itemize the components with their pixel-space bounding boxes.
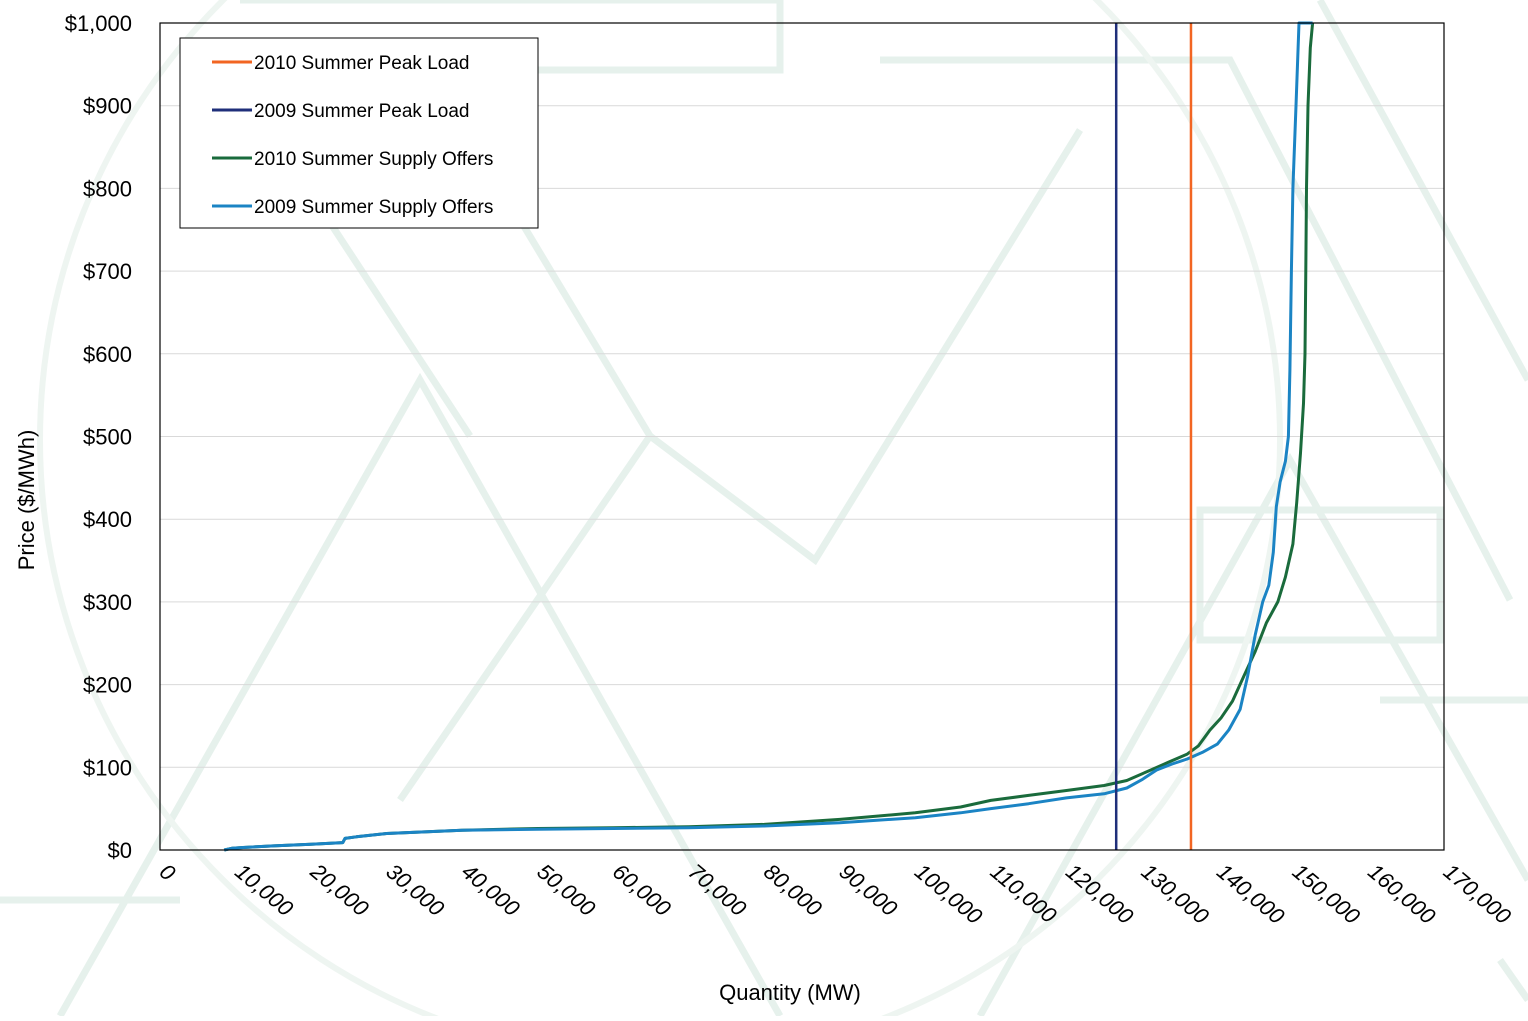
x-tick-label: 20,000 bbox=[305, 858, 374, 922]
x-tick-label: 160,000 bbox=[1363, 859, 1441, 930]
y-axis-title: Price ($/MWh) bbox=[14, 430, 39, 571]
y-tick-label: $1,000 bbox=[65, 11, 132, 36]
x-tick-label: 120,000 bbox=[1061, 859, 1139, 930]
x-tick-label: 80,000 bbox=[759, 859, 827, 922]
x-tick-label: 140,000 bbox=[1212, 859, 1290, 930]
plot-border bbox=[159, 22, 1445, 851]
y-tick-label: $300 bbox=[83, 590, 132, 615]
watermark-shape bbox=[1316, 0, 1528, 382]
x-tick-label: 130,000 bbox=[1137, 859, 1215, 930]
plot-frame bbox=[159, 22, 1445, 851]
watermark-shape bbox=[1497, 957, 1528, 1003]
x-tick-label: 0 bbox=[155, 859, 181, 887]
y-tick-label: $0 bbox=[108, 838, 132, 863]
y-tick-label: $900 bbox=[83, 94, 132, 119]
y-axis-ticks: $0 $100 $200 $300 $400 $500 $600 $700 $800 $900 $1… bbox=[65, 11, 132, 863]
y-tick-label: $800 bbox=[83, 176, 132, 201]
x-tick-label: 10,000 bbox=[230, 859, 298, 922]
y-tick-label: $600 bbox=[83, 342, 132, 367]
x-tick-label: 60,000 bbox=[608, 859, 676, 922]
legend-box bbox=[179, 37, 539, 229]
x-axis-title: Quantity (MW) bbox=[719, 980, 861, 1005]
x-tick-label: 40,000 bbox=[457, 859, 525, 922]
x-tick-label: 150,000 bbox=[1288, 859, 1366, 930]
legend-label: 2009 Summer Supply Offers bbox=[254, 197, 493, 218]
x-tick-label: 30,000 bbox=[381, 859, 449, 922]
watermark-shape bbox=[397, 128, 1083, 802]
legend-label: 2010 Summer Supply Offers bbox=[254, 149, 493, 170]
x-tick-label: 100,000 bbox=[910, 859, 988, 930]
watermark-shape bbox=[240, 0, 784, 74]
x-tick-label: 50,000 bbox=[532, 859, 600, 922]
legend: 2010 Summer Peak Load 2009 Summer Peak Lo… bbox=[179, 37, 539, 229]
legend-label: 2009 Summer Peak Load bbox=[254, 101, 469, 122]
watermark-shape bbox=[56, 372, 784, 1018]
watermark-shape bbox=[976, 452, 1528, 1018]
watermark-shape bbox=[1196, 506, 1444, 644]
watermark-shape bbox=[880, 56, 1514, 602]
watermark-shape bbox=[37, 0, 1283, 1021]
x-tick-label: 170,000 bbox=[1439, 859, 1517, 930]
y-tick-label: $100 bbox=[83, 755, 132, 780]
x-tick-label: 90,000 bbox=[835, 859, 903, 922]
x-axis-ticks: 0 10,000 20,000 30,000 40,000 50,000 60,000 70,… bbox=[155, 858, 1517, 929]
y-tick-label: $200 bbox=[83, 673, 132, 698]
y-tick-label: $700 bbox=[83, 259, 132, 284]
y-tick-label: $400 bbox=[83, 507, 132, 532]
series-lines bbox=[223, 21, 1315, 852]
y-tick-label: $500 bbox=[83, 425, 132, 450]
legend-label: 2010 Summer Peak Load bbox=[254, 53, 469, 74]
series-line bbox=[223, 21, 1313, 852]
